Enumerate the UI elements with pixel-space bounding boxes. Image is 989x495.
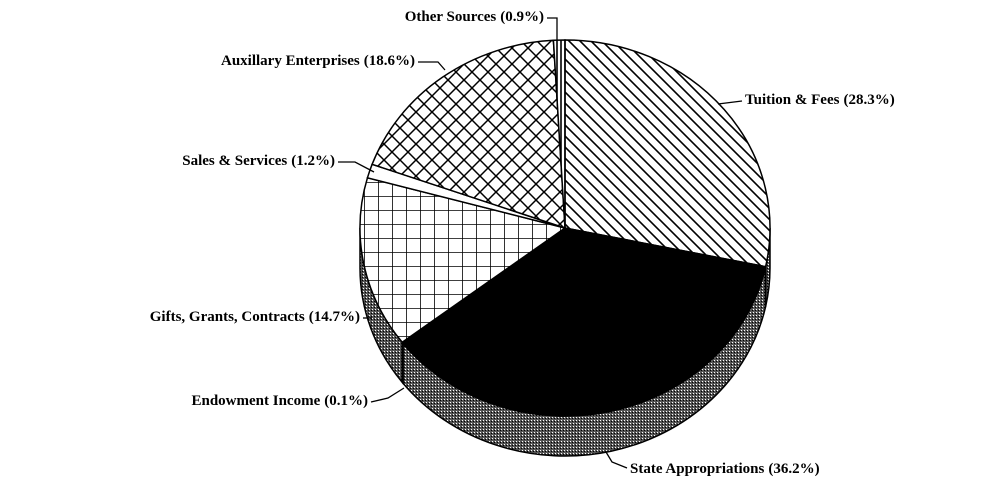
value-label: (28.3%) bbox=[843, 92, 894, 108]
category-name: Other Sources bbox=[405, 9, 497, 25]
leader-line bbox=[605, 451, 628, 469]
slice-label: State Appropriations (36.2%) bbox=[630, 461, 820, 477]
category-name: State Appropriations bbox=[630, 461, 764, 477]
slice bbox=[371, 39, 566, 230]
value-label: (18.6%) bbox=[364, 53, 415, 69]
value-label: (0.1%) bbox=[324, 393, 368, 409]
category-name: Endowment Income bbox=[191, 393, 320, 409]
category-name: Tuition & Fees bbox=[745, 92, 840, 108]
slice-label: Other Sources (0.9%) bbox=[405, 9, 544, 25]
slice bbox=[552, 39, 566, 229]
leader-line bbox=[370, 387, 405, 403]
value-label: (14.7%) bbox=[309, 309, 360, 325]
slice-label: Auxillary Enterprises (18.6%) bbox=[221, 53, 415, 69]
value-label: (0.9%) bbox=[500, 9, 544, 25]
value-label: (1.2%) bbox=[291, 153, 335, 169]
leader-line bbox=[418, 61, 446, 71]
category-name: Sales & Services bbox=[182, 153, 287, 169]
leader-line bbox=[338, 161, 375, 173]
slice bbox=[401, 227, 767, 417]
slice bbox=[359, 176, 567, 344]
pie-top bbox=[359, 39, 771, 417]
slice-label: Tuition & Fees (28.3%) bbox=[745, 92, 895, 108]
slice-label: Sales & Services (1.2%) bbox=[182, 153, 335, 169]
leader-line bbox=[717, 100, 743, 105]
category-name: Auxillary Enterprises bbox=[221, 53, 360, 69]
category-name: Gifts, Grants, Contracts bbox=[150, 309, 305, 325]
value-label: (36.2%) bbox=[768, 461, 819, 477]
leader-line bbox=[547, 17, 558, 40]
slice-label: Endowment Income (0.1%) bbox=[191, 393, 368, 409]
slice-label: Gifts, Grants, Contracts (14.7%) bbox=[150, 309, 360, 325]
slice bbox=[564, 39, 771, 268]
